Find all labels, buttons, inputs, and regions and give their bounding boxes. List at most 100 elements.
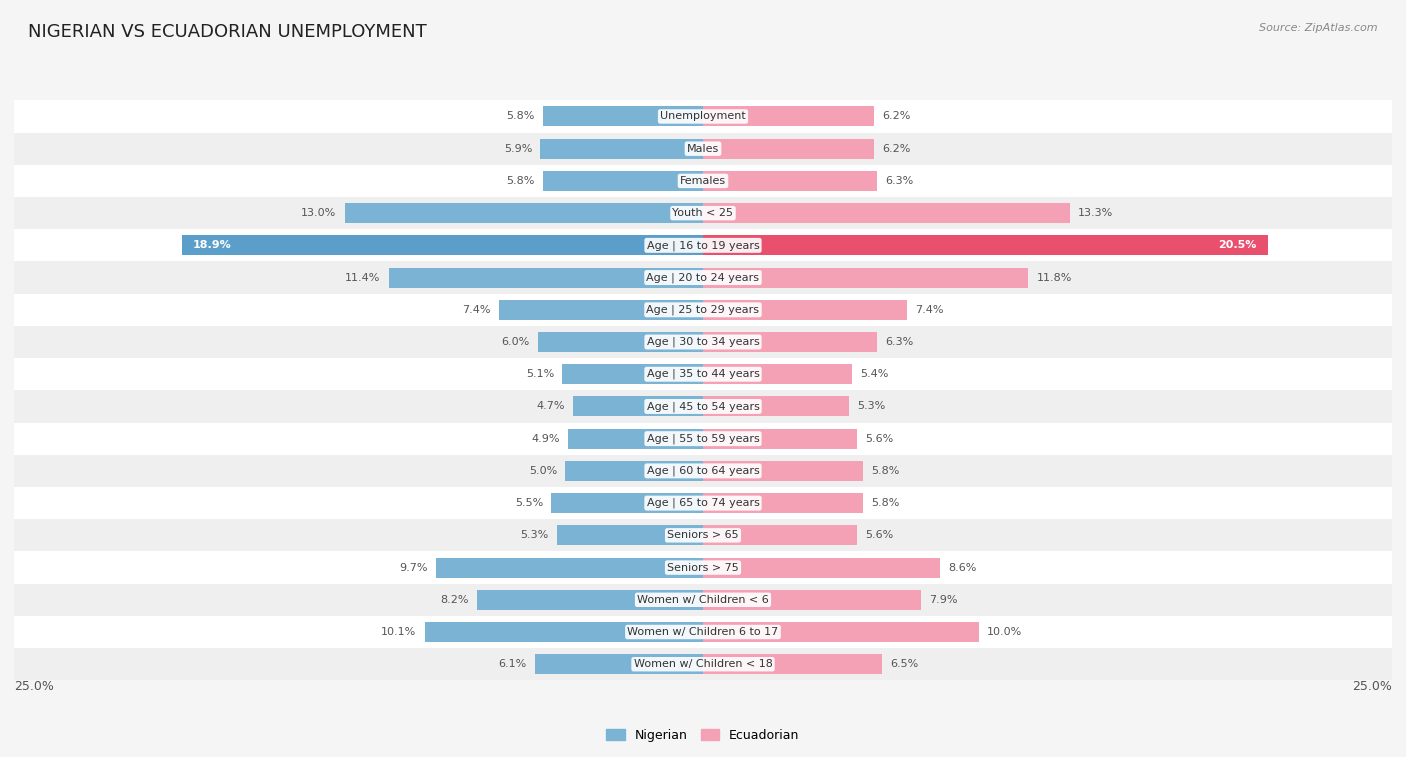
Text: 13.3%: 13.3% xyxy=(1078,208,1114,218)
Bar xyxy=(557,525,703,545)
Text: Women w/ Children < 18: Women w/ Children < 18 xyxy=(634,659,772,669)
Bar xyxy=(537,332,703,352)
Text: 18.9%: 18.9% xyxy=(193,240,232,251)
Text: 5.6%: 5.6% xyxy=(866,434,894,444)
Text: Unemployment: Unemployment xyxy=(661,111,745,121)
Bar xyxy=(183,235,703,255)
Text: 4.7%: 4.7% xyxy=(537,401,565,412)
Bar xyxy=(543,107,703,126)
Bar xyxy=(703,267,1028,288)
Text: NIGERIAN VS ECUADORIAN UNEMPLOYMENT: NIGERIAN VS ECUADORIAN UNEMPLOYMENT xyxy=(28,23,427,41)
Bar xyxy=(14,326,1392,358)
Bar xyxy=(477,590,703,610)
Text: 9.7%: 9.7% xyxy=(399,562,427,572)
Text: 6.2%: 6.2% xyxy=(882,111,911,121)
Bar xyxy=(14,551,1392,584)
Bar xyxy=(703,107,875,126)
Text: Age | 30 to 34 years: Age | 30 to 34 years xyxy=(647,337,759,347)
Bar xyxy=(574,397,703,416)
Bar xyxy=(14,487,1392,519)
Text: 5.3%: 5.3% xyxy=(858,401,886,412)
Text: Age | 20 to 24 years: Age | 20 to 24 years xyxy=(647,273,759,283)
Text: 20.5%: 20.5% xyxy=(1219,240,1257,251)
Bar xyxy=(534,654,703,674)
Bar xyxy=(14,519,1392,551)
Text: Females: Females xyxy=(681,176,725,186)
Bar xyxy=(703,300,907,319)
Bar xyxy=(703,397,849,416)
Bar xyxy=(703,493,863,513)
Bar xyxy=(436,558,703,578)
Bar xyxy=(703,558,941,578)
Bar xyxy=(14,422,1392,455)
Bar xyxy=(703,590,921,610)
Text: 10.1%: 10.1% xyxy=(381,627,416,637)
Bar xyxy=(425,622,703,642)
Bar xyxy=(344,203,703,223)
Text: Women w/ Children < 6: Women w/ Children < 6 xyxy=(637,595,769,605)
Text: 6.5%: 6.5% xyxy=(890,659,918,669)
Text: Age | 65 to 74 years: Age | 65 to 74 years xyxy=(647,498,759,509)
Bar xyxy=(703,525,858,545)
Text: 7.4%: 7.4% xyxy=(915,305,943,315)
Bar xyxy=(499,300,703,319)
Text: Source: ZipAtlas.com: Source: ZipAtlas.com xyxy=(1260,23,1378,33)
Bar xyxy=(14,165,1392,197)
Text: 5.8%: 5.8% xyxy=(872,498,900,508)
Text: 5.5%: 5.5% xyxy=(515,498,543,508)
Legend: Nigerian, Ecuadorian: Nigerian, Ecuadorian xyxy=(602,724,804,746)
Bar xyxy=(14,101,1392,132)
Bar xyxy=(14,455,1392,487)
Text: 25.0%: 25.0% xyxy=(14,681,53,693)
Text: 6.3%: 6.3% xyxy=(884,337,912,347)
Text: Women w/ Children 6 to 17: Women w/ Children 6 to 17 xyxy=(627,627,779,637)
Text: 11.4%: 11.4% xyxy=(346,273,381,282)
Text: 5.0%: 5.0% xyxy=(529,466,557,476)
Text: 6.3%: 6.3% xyxy=(884,176,912,186)
Text: 7.4%: 7.4% xyxy=(463,305,491,315)
Bar xyxy=(14,197,1392,229)
Bar xyxy=(703,461,863,481)
Text: 6.1%: 6.1% xyxy=(498,659,527,669)
Text: 11.8%: 11.8% xyxy=(1036,273,1071,282)
Text: 8.2%: 8.2% xyxy=(440,595,468,605)
Text: 25.0%: 25.0% xyxy=(1353,681,1392,693)
Text: 5.3%: 5.3% xyxy=(520,531,548,540)
Text: 5.8%: 5.8% xyxy=(872,466,900,476)
Text: Age | 35 to 44 years: Age | 35 to 44 years xyxy=(647,369,759,379)
Bar xyxy=(703,428,858,449)
Bar xyxy=(543,171,703,191)
Text: Age | 25 to 29 years: Age | 25 to 29 years xyxy=(647,304,759,315)
Bar xyxy=(14,616,1392,648)
Text: Seniors > 65: Seniors > 65 xyxy=(668,531,738,540)
Text: 5.8%: 5.8% xyxy=(506,111,534,121)
Bar xyxy=(703,139,875,159)
Bar xyxy=(14,132,1392,165)
Text: 10.0%: 10.0% xyxy=(987,627,1022,637)
Bar xyxy=(14,584,1392,616)
Text: 5.1%: 5.1% xyxy=(526,369,554,379)
Bar xyxy=(14,358,1392,391)
Bar xyxy=(551,493,703,513)
Text: Age | 55 to 59 years: Age | 55 to 59 years xyxy=(647,434,759,444)
Bar xyxy=(540,139,703,159)
Bar xyxy=(565,461,703,481)
Text: Age | 60 to 64 years: Age | 60 to 64 years xyxy=(647,466,759,476)
Text: Age | 45 to 54 years: Age | 45 to 54 years xyxy=(647,401,759,412)
Text: 5.4%: 5.4% xyxy=(860,369,889,379)
Text: 4.9%: 4.9% xyxy=(531,434,560,444)
Bar xyxy=(14,648,1392,681)
Text: Males: Males xyxy=(688,144,718,154)
Bar xyxy=(703,622,979,642)
Bar xyxy=(703,171,876,191)
Bar xyxy=(703,332,876,352)
Bar xyxy=(14,229,1392,261)
Bar xyxy=(703,364,852,385)
Text: Age | 16 to 19 years: Age | 16 to 19 years xyxy=(647,240,759,251)
Text: 5.8%: 5.8% xyxy=(506,176,534,186)
Text: 6.0%: 6.0% xyxy=(501,337,530,347)
Text: 5.9%: 5.9% xyxy=(503,144,531,154)
Bar xyxy=(703,654,882,674)
Text: 8.6%: 8.6% xyxy=(948,562,977,572)
Bar xyxy=(14,294,1392,326)
